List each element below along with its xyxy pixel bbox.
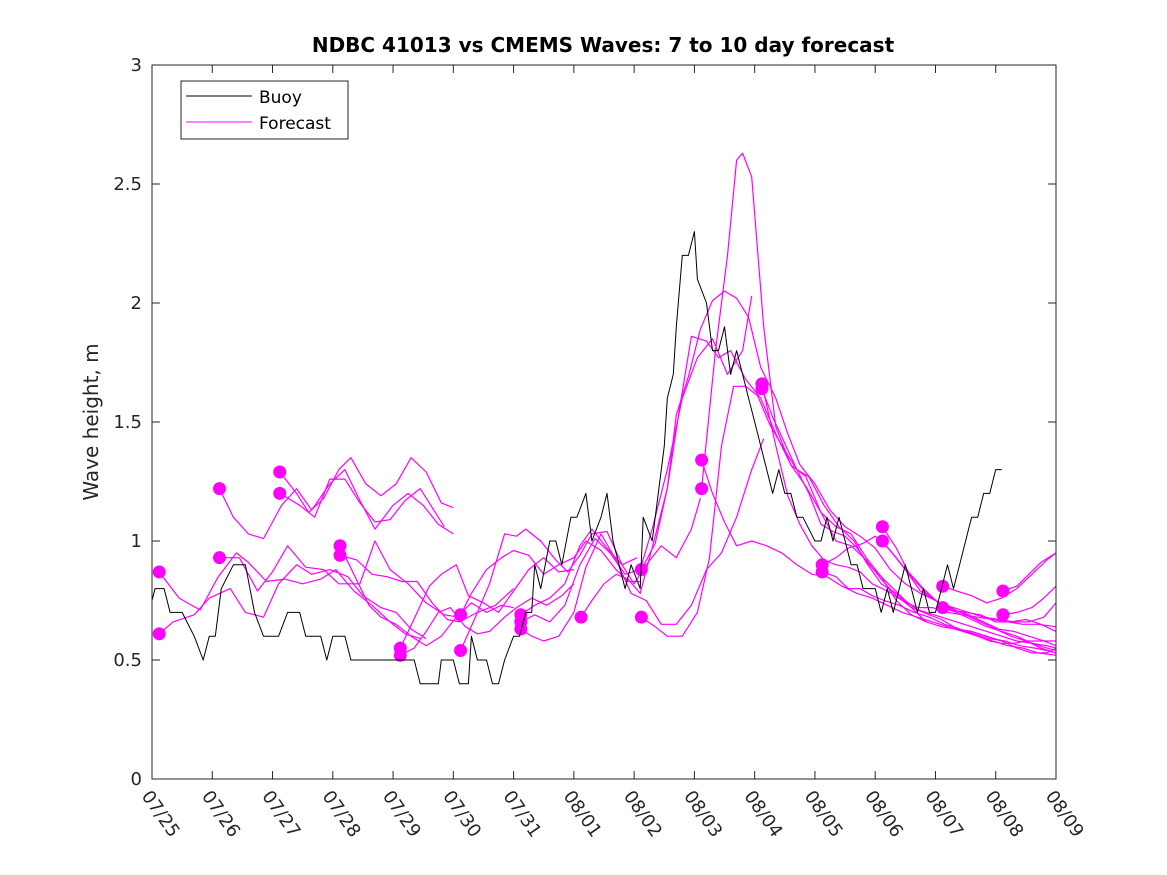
- forecast-start-marker: [574, 610, 588, 624]
- forecast-start-marker: [212, 551, 226, 565]
- y-axis-label: Wave height, m: [79, 343, 103, 500]
- forecast-line-6: [339, 545, 514, 647]
- forecast-line-16: [641, 385, 927, 637]
- forecast-start-marker: [634, 610, 648, 624]
- forecast-start-marker: [152, 627, 166, 641]
- forecast-start-marker: [393, 648, 407, 662]
- forecast-line-3: [219, 540, 460, 618]
- forecast-line-17: [640, 290, 1057, 654]
- forecast-line-26: [942, 552, 1057, 604]
- forecast-start-marker: [755, 382, 769, 396]
- forecast-line-21: [761, 388, 1056, 644]
- forecast-start-marker: [514, 622, 528, 636]
- forecast-line-2: [218, 469, 454, 540]
- forecast-line-28: [1002, 552, 1057, 592]
- forecast-start-marker: [454, 608, 468, 622]
- forecast-line-23: [822, 571, 1057, 654]
- forecast-line-8: [399, 557, 574, 649]
- legend: Buoy Forecast: [180, 80, 349, 140]
- forecast-start-marker: [996, 608, 1010, 622]
- forecast-start-marker: [333, 548, 347, 562]
- y-tick-label: 2: [131, 293, 142, 314]
- forecast-start-marker: [454, 643, 468, 657]
- y-tick-label: 0.5: [113, 650, 142, 671]
- forecast-line-29: [1002, 585, 1057, 616]
- forecast-start-marker: [152, 565, 166, 579]
- y-tick-label: 0: [131, 769, 142, 790]
- legend-box: [180, 80, 349, 140]
- forecast-line-27: [942, 607, 1057, 652]
- forecast-start-marker: [695, 453, 709, 467]
- forecast-start-marker: [695, 482, 709, 496]
- forecast-line-10: [460, 540, 641, 616]
- forecast-line-1: [158, 552, 421, 640]
- forecast-start-marker: [996, 584, 1010, 598]
- forecast-line-9: [400, 583, 575, 656]
- forecast-start-marker: [875, 520, 889, 534]
- legend-label-forecast: Forecast: [259, 114, 331, 134]
- forecast-start-marker: [273, 465, 287, 479]
- y-tick-label: 2.5: [113, 174, 142, 195]
- forecast-start-marker: [212, 482, 226, 496]
- forecast-line-5: [279, 478, 445, 528]
- forecast-line-20: [761, 383, 1057, 628]
- forecast-line-7: [339, 554, 515, 623]
- y-tick-label: 1.5: [113, 412, 142, 433]
- buoy-line: [151, 231, 1002, 685]
- forecast-start-marker: [333, 539, 347, 553]
- forecast-start-marker: [936, 579, 950, 593]
- chart-title: NDBC 41013 vs CMEMS Waves: 7 to 10 day f…: [312, 33, 895, 57]
- forecast-line-14: [520, 438, 765, 642]
- forecast-start-marker: [815, 565, 829, 579]
- plot-area: [152, 65, 1056, 779]
- forecast-start-marker: [273, 486, 287, 500]
- forecast-start-marker: [936, 601, 950, 615]
- y-tick-label: 3: [131, 55, 142, 76]
- forecast-line-25: [881, 540, 1057, 647]
- buoy-series: [151, 231, 1002, 685]
- y-tick-label: 1: [131, 531, 142, 552]
- forecast-start-marker: [875, 534, 889, 548]
- forecast-series: [152, 152, 1057, 662]
- legend-label-buoy: Buoy: [259, 88, 302, 108]
